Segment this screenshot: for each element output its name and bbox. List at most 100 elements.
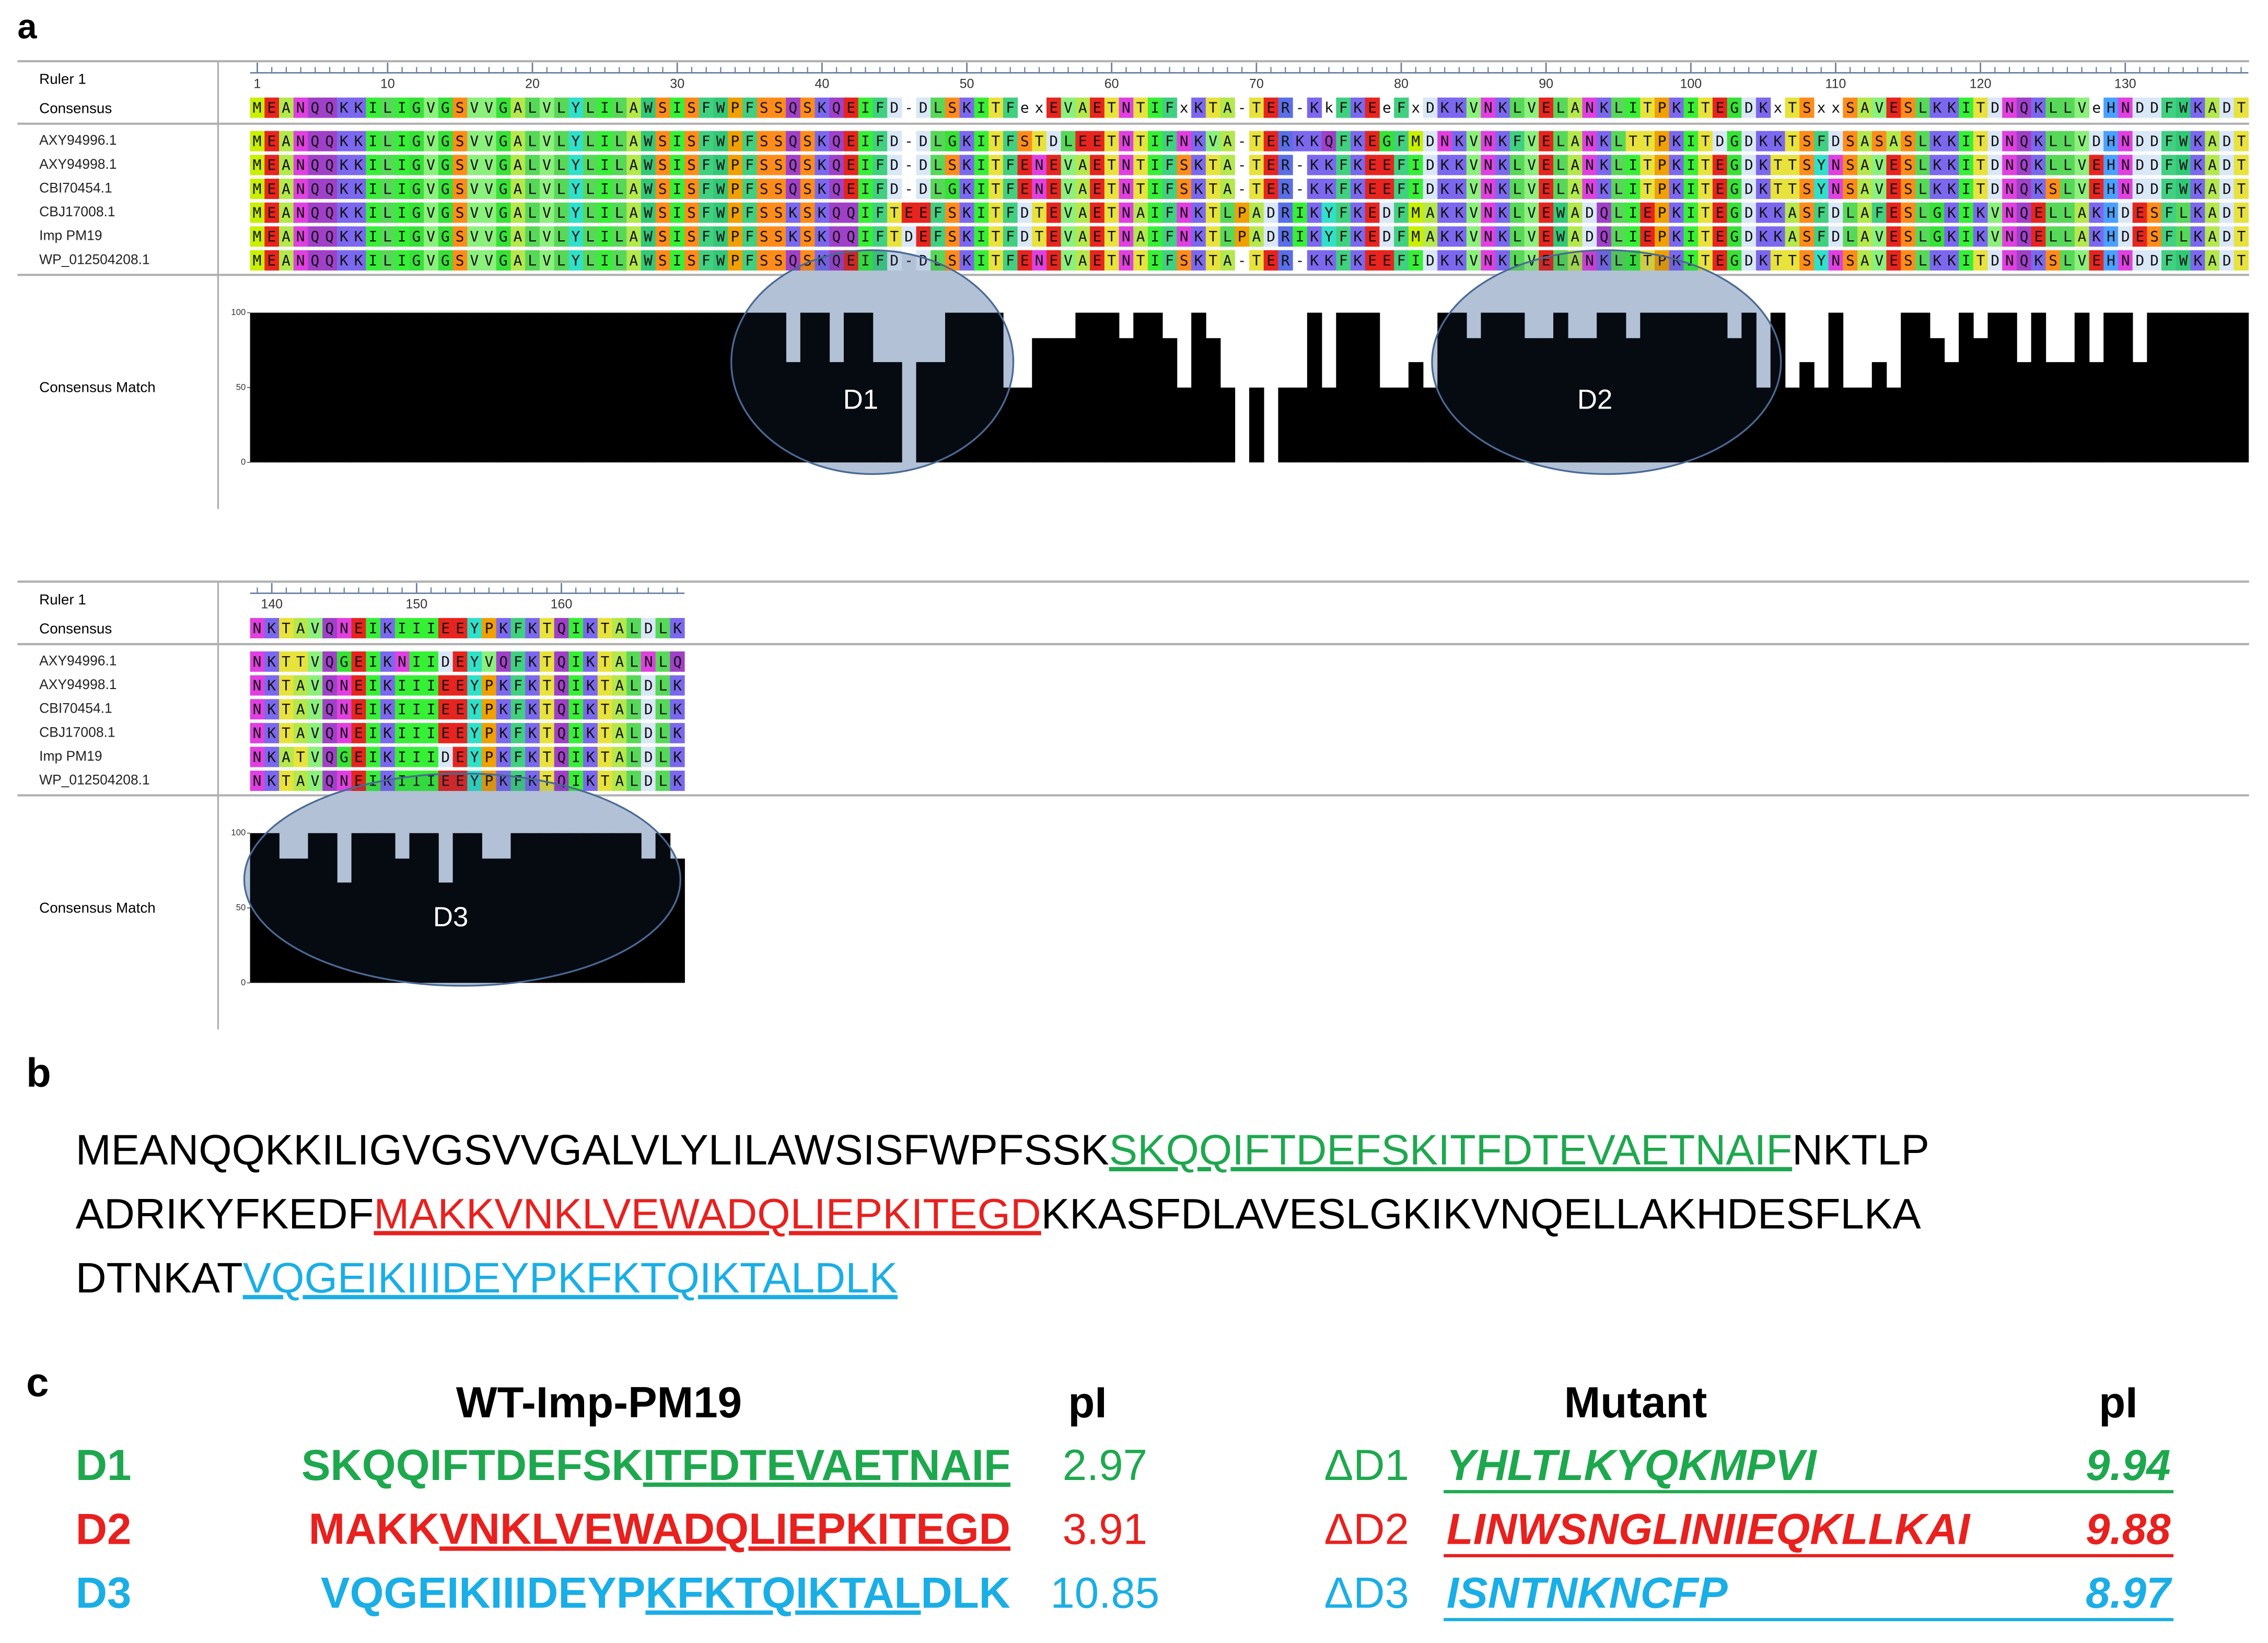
residue-bg xyxy=(322,131,338,152)
residue-bg xyxy=(1813,202,1829,223)
residue-bg xyxy=(1408,155,1424,176)
residue-bg xyxy=(2161,155,2177,176)
match-bar xyxy=(1987,312,2003,463)
residue-bg xyxy=(1539,155,1554,176)
residue-bg xyxy=(1046,155,1062,176)
residue-bg xyxy=(1263,226,1278,247)
residue-bg xyxy=(1437,226,1452,247)
residue-bg xyxy=(279,155,294,176)
residue-bg xyxy=(670,178,685,199)
residue-bg xyxy=(988,202,1004,223)
residue-bg xyxy=(336,699,352,720)
residue-bg xyxy=(1032,202,1047,223)
row-label: Ruler 1 xyxy=(39,71,86,87)
residue-bg xyxy=(1929,131,1945,152)
residue-bg xyxy=(1075,97,1090,118)
residue-bg xyxy=(554,617,569,638)
residue-bg xyxy=(916,97,931,118)
residue-bg xyxy=(1365,131,1380,152)
residue-bg xyxy=(1104,155,1120,176)
residue-bg xyxy=(2074,226,2090,247)
residue-bg xyxy=(1524,97,1539,118)
match-bar xyxy=(1712,312,1728,463)
residue-bg xyxy=(1307,202,1322,223)
residue-bg xyxy=(568,178,584,199)
residue-bg xyxy=(1090,250,1105,271)
sequence-name: WP_012504208.1 xyxy=(39,772,150,788)
residue-bg xyxy=(597,617,613,638)
residue-bg xyxy=(670,131,685,152)
residue-bg xyxy=(2016,202,2032,223)
residue-bg xyxy=(1582,97,1597,118)
residue-bg xyxy=(916,155,931,176)
residue-bg xyxy=(452,675,468,696)
residue-bg xyxy=(1843,97,1858,118)
residue-bg xyxy=(351,178,366,199)
match-bar xyxy=(1625,338,1641,463)
residue-bg xyxy=(279,178,294,199)
residue-bg xyxy=(1509,226,1525,247)
residue-bg xyxy=(1929,202,1945,223)
residue-bg xyxy=(945,202,960,223)
residue-bg xyxy=(1046,202,1062,223)
residue-bg xyxy=(1959,202,1974,223)
residue-bg xyxy=(264,155,280,176)
residue-bg xyxy=(583,155,598,176)
residue-bg xyxy=(452,97,468,118)
residue-bg xyxy=(1365,155,1380,176)
residue-bg xyxy=(1408,202,1424,223)
residue-bg xyxy=(1741,178,1757,199)
mutant-label: ΔD3 xyxy=(1324,1568,1409,1617)
residue-bg xyxy=(1481,131,1496,152)
residue-bg xyxy=(1162,97,1177,118)
residue-bg xyxy=(1249,202,1264,223)
residue-bg xyxy=(568,226,584,247)
residue-bg xyxy=(1408,226,1424,247)
residue-bg xyxy=(1756,250,1771,271)
ruler-tick-label: 90 xyxy=(1539,76,1553,91)
match-bar xyxy=(1539,338,1554,463)
residue-bg xyxy=(641,178,656,199)
residue-bg xyxy=(988,250,1004,271)
residue-bg xyxy=(1191,250,1206,271)
residue-bg xyxy=(1770,250,1786,271)
residue-bg xyxy=(2132,178,2147,199)
residue-bg xyxy=(2016,250,2032,271)
residue-bg xyxy=(1843,178,1858,199)
residue-bg xyxy=(322,97,338,118)
residue-bg xyxy=(974,250,989,271)
residue-bg xyxy=(1191,131,1206,152)
residue-bg xyxy=(1929,97,1945,118)
residue-bg xyxy=(1901,226,1916,247)
residue-bg xyxy=(1481,97,1496,118)
residue-bg xyxy=(1495,97,1510,118)
residue-bg xyxy=(742,155,758,176)
residue-bg xyxy=(843,97,859,118)
residue-bg xyxy=(2219,226,2235,247)
residue-bg xyxy=(2161,178,2177,199)
residue-bg xyxy=(1351,155,1366,176)
residue-bg xyxy=(655,202,670,223)
residue-bg xyxy=(1466,178,1482,199)
residue-bg xyxy=(279,747,294,767)
residue-bg xyxy=(264,250,280,271)
residue-bg xyxy=(424,155,439,176)
residue-bg xyxy=(250,699,265,720)
residue-bg xyxy=(931,131,946,152)
residue-bg xyxy=(438,747,453,767)
residue-bg xyxy=(1365,226,1380,247)
match-bar xyxy=(1046,338,1062,463)
residue-bg xyxy=(1669,202,1684,223)
residue-bg xyxy=(974,97,989,118)
residue-bg xyxy=(1756,97,1771,118)
residue-bg xyxy=(2045,202,2061,223)
residue-bg xyxy=(1712,97,1728,118)
residue-bg xyxy=(1539,97,1554,118)
match-tick-label: 0 xyxy=(241,457,246,467)
residue-bg xyxy=(1813,178,1829,199)
residue-bg xyxy=(1597,250,1612,271)
residue-bg xyxy=(1336,155,1351,176)
residue-bg xyxy=(1929,178,1945,199)
residue-bg xyxy=(467,675,482,696)
residue-bg xyxy=(1813,250,1829,271)
